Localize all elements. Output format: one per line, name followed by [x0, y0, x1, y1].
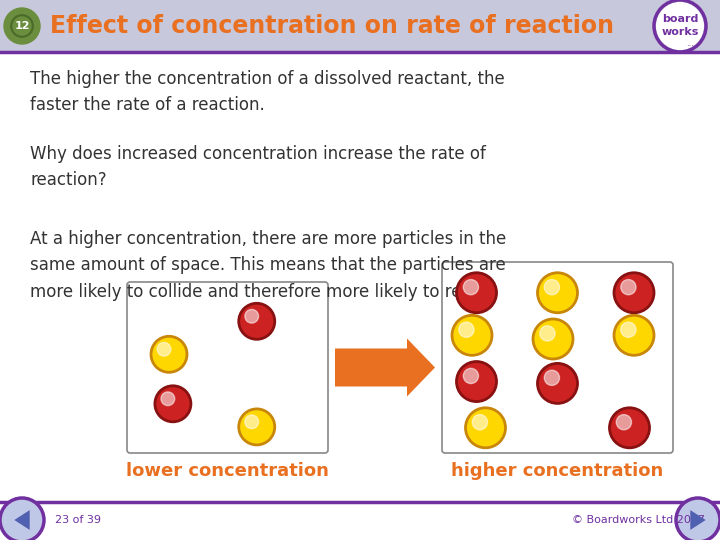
- Circle shape: [463, 280, 479, 295]
- Text: ...: ...: [686, 39, 694, 49]
- Circle shape: [239, 409, 275, 445]
- Text: 12: 12: [14, 21, 30, 31]
- Circle shape: [621, 280, 636, 295]
- Circle shape: [610, 408, 649, 448]
- FancyArrow shape: [335, 339, 435, 396]
- Polygon shape: [690, 510, 706, 530]
- FancyBboxPatch shape: [0, 0, 720, 52]
- Text: At a higher concentration, there are more particles in the
same amount of space.: At a higher concentration, there are mor…: [30, 230, 506, 301]
- Circle shape: [466, 408, 505, 448]
- Circle shape: [239, 303, 275, 339]
- Text: © Boardworks Ltd 2007: © Boardworks Ltd 2007: [572, 515, 705, 525]
- Circle shape: [656, 2, 704, 50]
- Text: works: works: [661, 27, 698, 37]
- Circle shape: [616, 415, 631, 430]
- Circle shape: [151, 336, 187, 372]
- Circle shape: [621, 322, 636, 338]
- Text: The higher the concentration of a dissolved reactant, the
faster the rate of a r: The higher the concentration of a dissol…: [30, 70, 505, 114]
- Circle shape: [614, 315, 654, 355]
- Circle shape: [544, 280, 559, 295]
- Circle shape: [452, 315, 492, 355]
- Text: 23 of 39: 23 of 39: [55, 515, 101, 525]
- Polygon shape: [14, 510, 30, 530]
- FancyBboxPatch shape: [127, 282, 328, 453]
- Circle shape: [245, 415, 258, 429]
- Circle shape: [676, 498, 720, 540]
- Text: board: board: [662, 14, 698, 24]
- Text: Effect of concentration on rate of reaction: Effect of concentration on rate of react…: [50, 14, 614, 38]
- Circle shape: [538, 363, 577, 403]
- Circle shape: [463, 368, 479, 383]
- Circle shape: [4, 8, 40, 44]
- Circle shape: [456, 273, 497, 313]
- Circle shape: [533, 319, 573, 359]
- FancyBboxPatch shape: [442, 262, 673, 453]
- Circle shape: [540, 326, 555, 341]
- Circle shape: [245, 309, 258, 323]
- Circle shape: [538, 273, 577, 313]
- Circle shape: [157, 342, 171, 356]
- Circle shape: [0, 498, 44, 540]
- Circle shape: [614, 273, 654, 313]
- Circle shape: [459, 322, 474, 338]
- Text: Why does increased concentration increase the rate of
reaction?: Why does increased concentration increas…: [30, 145, 486, 190]
- Circle shape: [161, 392, 175, 406]
- Text: lower concentration: lower concentration: [126, 462, 329, 480]
- Circle shape: [544, 370, 559, 386]
- Circle shape: [155, 386, 191, 422]
- Text: higher concentration: higher concentration: [451, 462, 664, 480]
- Circle shape: [472, 415, 487, 430]
- Circle shape: [456, 362, 497, 402]
